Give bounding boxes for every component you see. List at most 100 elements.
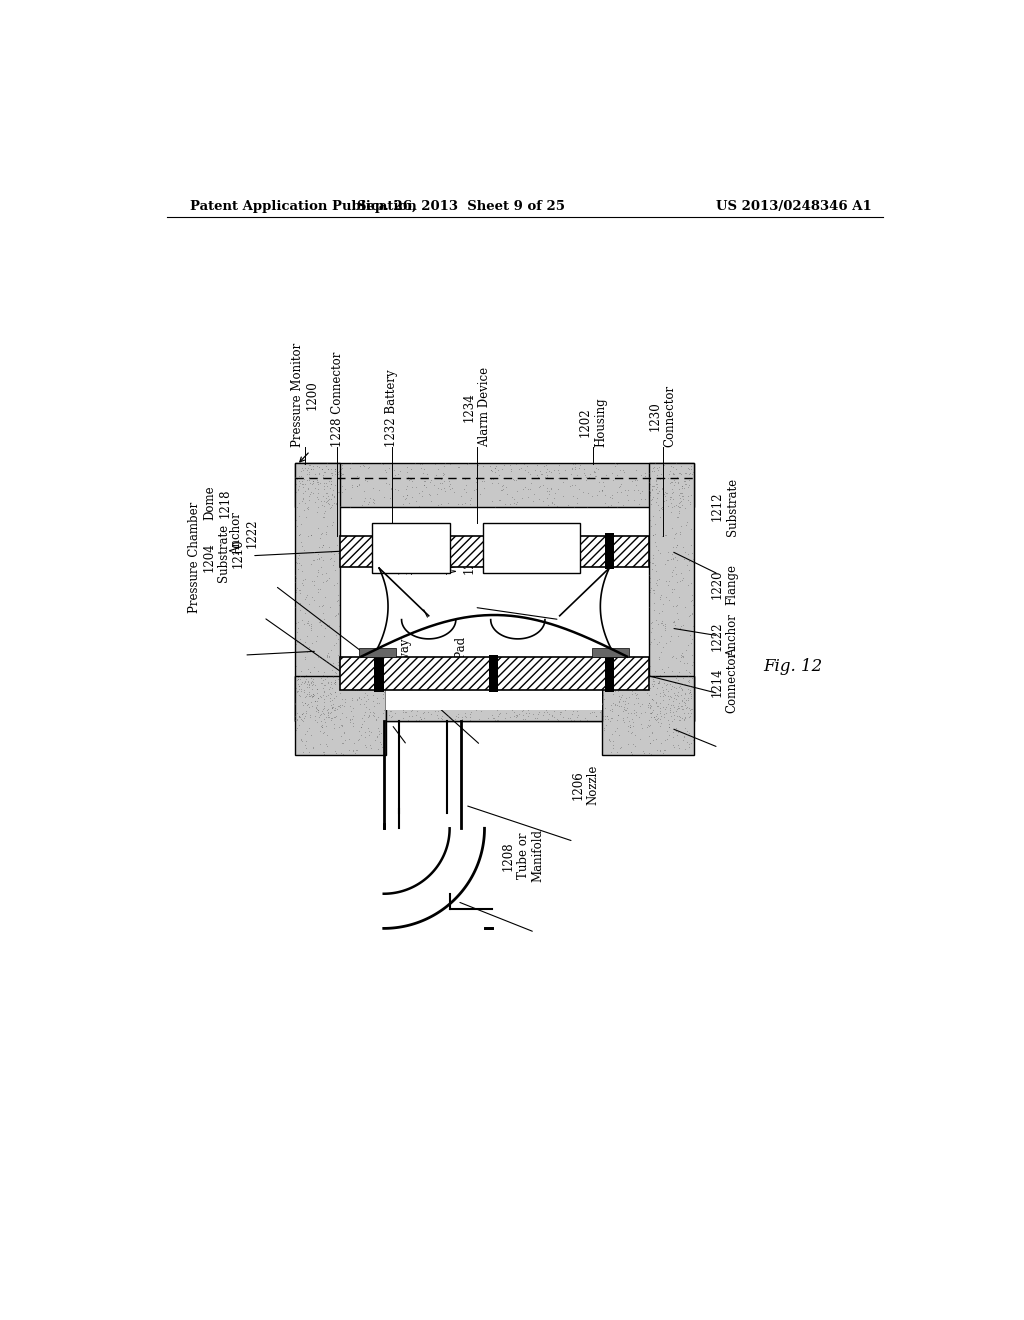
Point — [295, 459, 311, 480]
Point — [503, 689, 519, 710]
Point — [334, 458, 350, 479]
Point — [678, 689, 694, 710]
Point — [461, 692, 477, 713]
Bar — [340, 536, 649, 566]
Point — [379, 685, 395, 706]
Point — [291, 475, 307, 496]
Point — [315, 669, 332, 690]
Point — [366, 696, 382, 717]
Point — [299, 694, 315, 715]
Point — [552, 701, 568, 722]
Point — [298, 507, 314, 528]
Point — [683, 459, 699, 480]
Point — [612, 738, 629, 759]
Point — [324, 729, 340, 750]
Point — [310, 645, 327, 667]
Point — [342, 711, 358, 733]
Point — [641, 471, 657, 492]
Point — [668, 494, 684, 515]
Point — [655, 685, 672, 706]
Point — [484, 708, 501, 729]
Point — [418, 692, 434, 713]
Point — [313, 668, 330, 689]
Point — [434, 686, 451, 708]
Point — [353, 717, 370, 738]
Point — [295, 483, 311, 504]
Point — [482, 469, 499, 490]
Point — [326, 706, 342, 727]
Point — [414, 681, 430, 702]
Point — [317, 618, 334, 639]
Point — [643, 722, 659, 743]
Point — [674, 569, 690, 590]
Point — [322, 549, 338, 570]
Point — [668, 595, 684, 616]
Point — [362, 737, 379, 758]
Point — [357, 726, 374, 747]
Point — [673, 696, 689, 717]
Point — [607, 453, 624, 474]
Point — [329, 698, 345, 719]
Point — [315, 609, 332, 630]
Point — [356, 455, 373, 477]
Point — [302, 667, 318, 688]
Point — [385, 681, 401, 702]
Point — [430, 478, 446, 499]
Point — [319, 491, 336, 512]
Point — [305, 482, 322, 503]
Point — [328, 492, 344, 513]
Point — [653, 498, 670, 519]
Point — [386, 693, 402, 714]
Point — [543, 478, 559, 499]
Point — [297, 589, 313, 610]
Point — [403, 672, 420, 693]
Point — [644, 548, 660, 569]
Point — [668, 458, 684, 479]
Point — [607, 694, 624, 715]
Point — [449, 705, 465, 726]
Point — [536, 705, 552, 726]
Point — [594, 693, 610, 714]
Point — [640, 715, 656, 737]
Point — [644, 668, 660, 689]
Point — [663, 685, 679, 706]
Text: 1230
Connector: 1230 Connector — [649, 385, 677, 447]
Point — [355, 480, 372, 502]
Point — [303, 570, 319, 591]
Point — [642, 696, 658, 717]
Point — [652, 709, 669, 730]
Point — [384, 455, 400, 477]
Point — [501, 677, 517, 698]
Point — [495, 475, 511, 496]
Point — [587, 694, 603, 715]
Point — [319, 484, 336, 506]
Point — [531, 475, 548, 496]
Point — [301, 466, 317, 487]
Point — [483, 491, 500, 512]
Bar — [489, 655, 499, 692]
Point — [475, 692, 492, 713]
Point — [472, 467, 488, 488]
Point — [485, 685, 502, 706]
Point — [314, 677, 331, 698]
Point — [429, 708, 445, 729]
Point — [488, 669, 505, 690]
Point — [305, 684, 322, 705]
Point — [598, 673, 614, 694]
Point — [399, 457, 416, 478]
Point — [663, 471, 679, 492]
Point — [600, 495, 616, 516]
Point — [525, 490, 542, 511]
Point — [334, 715, 350, 737]
Point — [290, 669, 306, 690]
Point — [683, 519, 699, 540]
Point — [292, 582, 308, 603]
Point — [397, 478, 414, 499]
Point — [588, 678, 604, 700]
Point — [373, 453, 389, 474]
Point — [541, 675, 557, 696]
Point — [303, 692, 319, 713]
Point — [327, 458, 343, 479]
Point — [293, 673, 309, 694]
Point — [508, 706, 524, 727]
